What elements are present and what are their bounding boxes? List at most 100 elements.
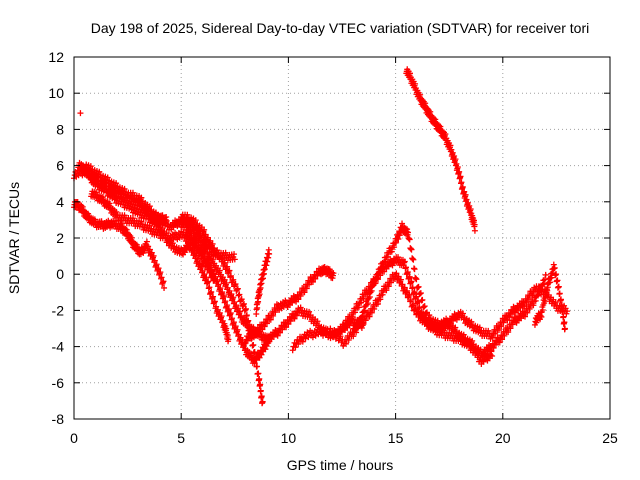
data-point <box>309 278 316 285</box>
data-point <box>208 288 215 295</box>
grid-lines <box>74 57 610 419</box>
data-point <box>442 131 449 138</box>
data-point <box>292 344 299 351</box>
data-point <box>413 293 420 300</box>
y-tick-label: 12 <box>48 49 64 65</box>
data-point <box>419 296 426 303</box>
data-point <box>77 110 84 117</box>
data-point <box>385 283 392 290</box>
data-point <box>388 279 395 286</box>
y-tick-label: -6 <box>52 375 65 391</box>
data-point <box>228 291 235 298</box>
data-point <box>231 282 238 289</box>
data-point <box>224 284 231 291</box>
data-point <box>148 249 155 256</box>
data-point <box>234 286 241 293</box>
data-point <box>463 196 470 203</box>
data-point <box>232 323 239 330</box>
data-point <box>237 308 244 315</box>
data-point <box>530 302 537 309</box>
data-point <box>128 234 135 241</box>
data-point <box>259 326 266 333</box>
data-point <box>552 299 559 306</box>
data-point <box>235 305 242 312</box>
data-point <box>242 305 249 312</box>
data-point <box>406 273 413 280</box>
series-outlier <box>77 110 84 117</box>
data-point <box>451 152 458 159</box>
data-point <box>395 254 402 261</box>
data-point <box>283 324 290 331</box>
series-trace-3 <box>75 159 232 345</box>
data-point <box>91 216 98 223</box>
data-point <box>224 263 231 270</box>
data-point <box>232 280 239 287</box>
data-point <box>330 270 337 277</box>
data-point <box>214 276 221 283</box>
data-point <box>464 199 471 206</box>
series-trace-14 <box>403 66 478 234</box>
data-point <box>96 168 103 175</box>
data-point <box>454 164 461 171</box>
data-point <box>225 306 232 313</box>
data-point <box>413 276 420 283</box>
data-point <box>379 291 386 298</box>
data-point <box>377 272 384 279</box>
data-point <box>257 381 264 388</box>
data-point <box>110 190 117 197</box>
y-tick-label: 2 <box>56 230 64 246</box>
data-point <box>143 238 150 245</box>
data-point <box>243 312 250 319</box>
data-point <box>203 244 210 251</box>
data-point <box>437 123 444 130</box>
data-point <box>314 318 321 325</box>
data-point <box>417 91 424 98</box>
data-point <box>542 271 549 278</box>
data-point <box>203 256 210 263</box>
data-point <box>229 278 236 285</box>
data-point <box>221 261 228 268</box>
y-tick-label: 4 <box>56 194 64 210</box>
data-point <box>406 70 413 77</box>
data-point <box>555 283 562 290</box>
data-point <box>301 289 308 296</box>
data-point <box>554 277 561 284</box>
data-point <box>289 347 296 354</box>
data-point <box>339 329 345 336</box>
data-point <box>406 236 413 243</box>
data-point <box>183 218 190 225</box>
data-point <box>447 142 454 149</box>
data-point <box>153 261 160 268</box>
data-point <box>427 108 434 115</box>
data-point <box>227 309 234 316</box>
data-point <box>219 288 226 295</box>
data-point <box>192 217 199 224</box>
data-point <box>488 348 495 355</box>
y-tick-label: -2 <box>52 302 65 318</box>
data-point <box>448 146 455 153</box>
data-point <box>210 293 217 300</box>
data-point <box>194 256 201 263</box>
y-tick-label: 0 <box>56 266 64 282</box>
data-point <box>222 298 229 305</box>
data-point <box>410 301 417 308</box>
data-point <box>360 295 367 302</box>
data-point <box>254 363 261 370</box>
data-point <box>104 174 111 181</box>
chart-title: Day 198 of 2025, Sidereal Day-to-day VTE… <box>91 20 590 36</box>
data-point <box>138 194 145 201</box>
data-point <box>293 312 300 319</box>
series-trace-9 <box>253 246 273 318</box>
data-point <box>532 297 539 304</box>
data-point <box>412 80 419 87</box>
x-tick-label: 15 <box>388 430 404 446</box>
y-tick-label: 10 <box>48 85 64 101</box>
data-point <box>558 301 565 308</box>
data-point <box>225 336 232 343</box>
data-point <box>146 203 153 210</box>
data-point <box>559 307 566 314</box>
data-point <box>255 370 262 377</box>
y-axis-title: SDTVAR / TECUs <box>6 182 22 294</box>
data-point <box>416 304 423 311</box>
data-point <box>201 226 208 233</box>
